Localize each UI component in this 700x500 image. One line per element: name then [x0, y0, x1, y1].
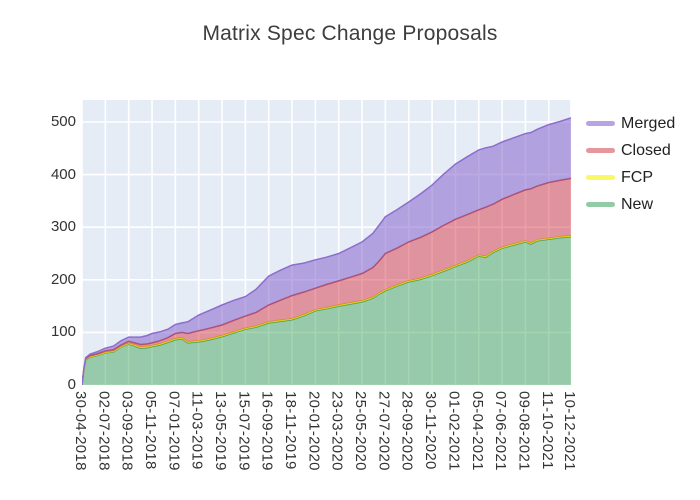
x-tick-label: 11-10-2021	[538, 391, 556, 470]
x-tick-label: 10-12-2021	[561, 391, 578, 471]
y-tick-label-400: 400	[50, 165, 76, 183]
stacked-area-chart	[82, 100, 571, 385]
area-closed	[82, 178, 571, 385]
y-tick-label-200: 200	[50, 270, 76, 288]
x-tick-label: 09-08-2021	[515, 391, 533, 471]
legend-swatch-icon	[586, 202, 615, 207]
x-tick-label: 30-11-2020	[422, 391, 440, 470]
x-tick-label: 11-03-2019	[188, 391, 206, 470]
legend: Merged Closed FCP New	[586, 110, 698, 218]
x-tick-label: 23-03-2020	[328, 391, 346, 471]
legend-item-closed[interactable]: Closed	[586, 137, 698, 164]
legend-item-fcp[interactable]: FCP	[586, 164, 698, 191]
x-tick-label: 05-04-2021	[468, 391, 486, 471]
chart-title: Matrix Spec Change Proposals	[202, 22, 498, 45]
line-merged	[82, 117, 571, 385]
legend-item-merged[interactable]: Merged	[586, 110, 698, 137]
x-tick-label: 30-04-2018	[72, 391, 89, 471]
x-tick-label: 15-07-2019	[235, 391, 253, 471]
x-tick-label: 02-07-2018	[95, 391, 113, 471]
area-merged	[82, 117, 571, 385]
legend-swatch-icon	[586, 148, 615, 153]
x-tick-label: 07-01-2019	[165, 391, 183, 471]
plot-area	[82, 100, 571, 385]
y-tick-label-100: 100	[50, 323, 76, 341]
legend-item-new[interactable]: New	[586, 191, 698, 218]
legend-label: FCP	[621, 168, 653, 186]
legend-swatch-icon	[586, 121, 615, 126]
x-tick-label: 18-11-2019	[282, 391, 300, 470]
x-tick-label: 20-01-2020	[305, 391, 323, 471]
legend-swatch-icon	[586, 175, 615, 180]
x-tick-label: 07-06-2021	[492, 391, 510, 471]
x-tick-label: 28-09-2020	[398, 391, 416, 471]
x-tick-label: 05-11-2018	[142, 391, 160, 470]
x-tick-label: 25-05-2020	[352, 391, 370, 471]
x-tick-label: 13-05-2019	[212, 391, 230, 471]
legend-label: New	[621, 195, 654, 213]
legend-label: Merged	[621, 114, 676, 132]
legend-label: Closed	[621, 141, 671, 159]
x-tick-label: 16-09-2019	[258, 391, 276, 471]
y-tick-label-500: 500	[50, 113, 76, 130]
x-tick-label: 27-07-2020	[375, 391, 393, 471]
x-tick-label: 03-09-2018	[118, 391, 136, 471]
y-tick-label-0: 0	[67, 376, 76, 393]
line-fcp	[82, 234, 571, 385]
x-tick-label: 01-02-2021	[445, 391, 463, 471]
area-new	[82, 236, 571, 385]
y-tick-label-300: 300	[50, 218, 76, 236]
